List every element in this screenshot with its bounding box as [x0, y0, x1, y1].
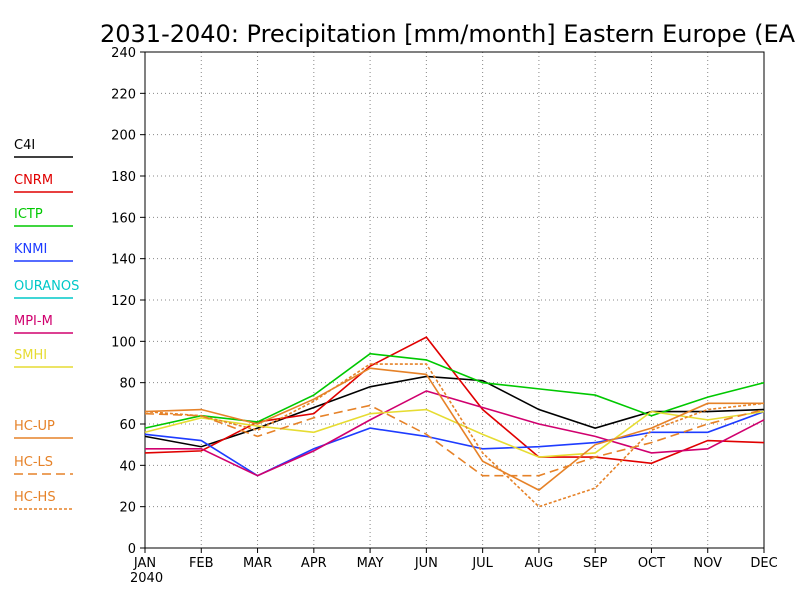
x-tick-label: DEC	[750, 556, 777, 571]
x-tick-label: FEB	[189, 556, 214, 571]
series-line	[144, 375, 765, 448]
y-tick-label: 180	[111, 170, 136, 185]
x-tick-label: NOV	[693, 556, 722, 571]
series-line	[144, 410, 765, 477]
y-tick-label: 200	[111, 129, 136, 144]
grid	[145, 52, 764, 548]
y-tick-label: 0	[128, 542, 136, 557]
legend-label: ICTP	[14, 207, 43, 222]
x-tick-label: JUN	[414, 556, 438, 571]
legend-label: HC-LS	[14, 455, 53, 470]
x-tick-label: MAY	[357, 556, 384, 571]
y-tick-label: 240	[111, 46, 136, 61]
legend-label: HC-UP	[14, 419, 55, 434]
legend-label: MPI-M	[14, 314, 53, 329]
y-tick-label: 60	[119, 418, 136, 433]
legend-label: CNRM	[14, 173, 53, 188]
legend: C4I CNRM ICTP KNMI OURANOS MPI-M SMHI HC-UP HC-L…	[14, 138, 79, 510]
series-lines	[144, 336, 765, 508]
y-tick-label: 80	[119, 377, 136, 392]
x-tick-label: OCT	[638, 556, 665, 571]
y-tick-label: 100	[111, 335, 136, 350]
x-tick-label: APR	[301, 556, 327, 571]
legend-label: C4I	[14, 138, 35, 153]
series-line	[145, 390, 765, 477]
x-tick-label: JAN	[133, 556, 156, 571]
series-line	[144, 367, 764, 492]
y-tick-label: 40	[119, 459, 136, 474]
y-tick-label: 120	[111, 294, 136, 309]
chart-title: 2031-2040: Precipitation [mm/month] East…	[100, 20, 796, 48]
plot-frame	[144, 51, 765, 549]
y-tick-label: 140	[111, 253, 136, 268]
x-tick-label: MAR	[243, 556, 272, 571]
axes: 0 20 40 60 80 100 120 140 160 180 200 220 240 JAN FEB M…	[111, 46, 777, 571]
legend-label: OURANOS	[14, 279, 79, 294]
series-line	[144, 336, 765, 465]
x-start-year-label: 2040	[130, 571, 163, 586]
series-line	[144, 408, 765, 458]
y-tick-label: 160	[111, 211, 136, 226]
x-tick-label: JUL	[471, 556, 493, 571]
legend-label: HC-HS	[14, 490, 56, 505]
x-tick-label: SEP	[583, 556, 607, 571]
x-tick-label: AUG	[525, 556, 553, 571]
y-tick-label: 20	[119, 501, 136, 516]
y-tick-label: 220	[111, 87, 136, 102]
legend-label: SMHI	[14, 348, 47, 363]
series-line	[144, 404, 765, 477]
legend-label: KNMI	[14, 242, 47, 257]
